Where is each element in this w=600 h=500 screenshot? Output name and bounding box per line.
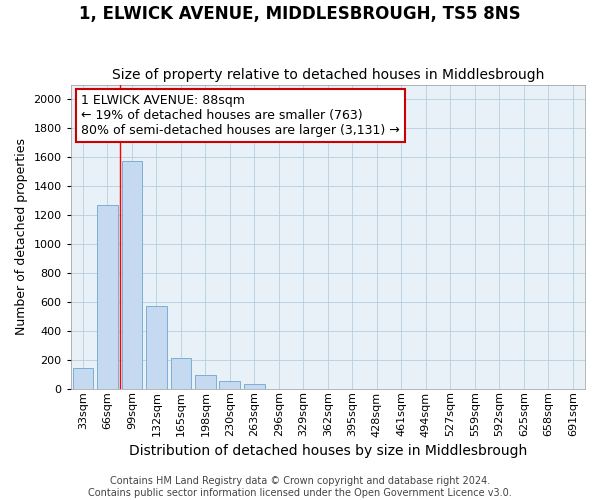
Bar [97, 204, 118, 388]
X-axis label: Distribution of detached houses by size in Middlesbrough: Distribution of detached houses by size … [129, 444, 527, 458]
Bar [244, 384, 265, 388]
Bar [73, 368, 94, 388]
Bar [195, 375, 216, 388]
Text: Contains HM Land Registry data © Crown copyright and database right 2024.
Contai: Contains HM Land Registry data © Crown c… [88, 476, 512, 498]
Bar [170, 358, 191, 388]
Text: 1, ELWICK AVENUE, MIDDLESBROUGH, TS5 8NS: 1, ELWICK AVENUE, MIDDLESBROUGH, TS5 8NS [79, 5, 521, 23]
Y-axis label: Number of detached properties: Number of detached properties [15, 138, 28, 335]
Title: Size of property relative to detached houses in Middlesbrough: Size of property relative to detached ho… [112, 68, 544, 82]
Bar [122, 162, 142, 388]
Text: 1 ELWICK AVENUE: 88sqm
← 19% of detached houses are smaller (763)
80% of semi-de: 1 ELWICK AVENUE: 88sqm ← 19% of detached… [81, 94, 400, 136]
Bar [220, 380, 241, 388]
Bar [146, 306, 167, 388]
